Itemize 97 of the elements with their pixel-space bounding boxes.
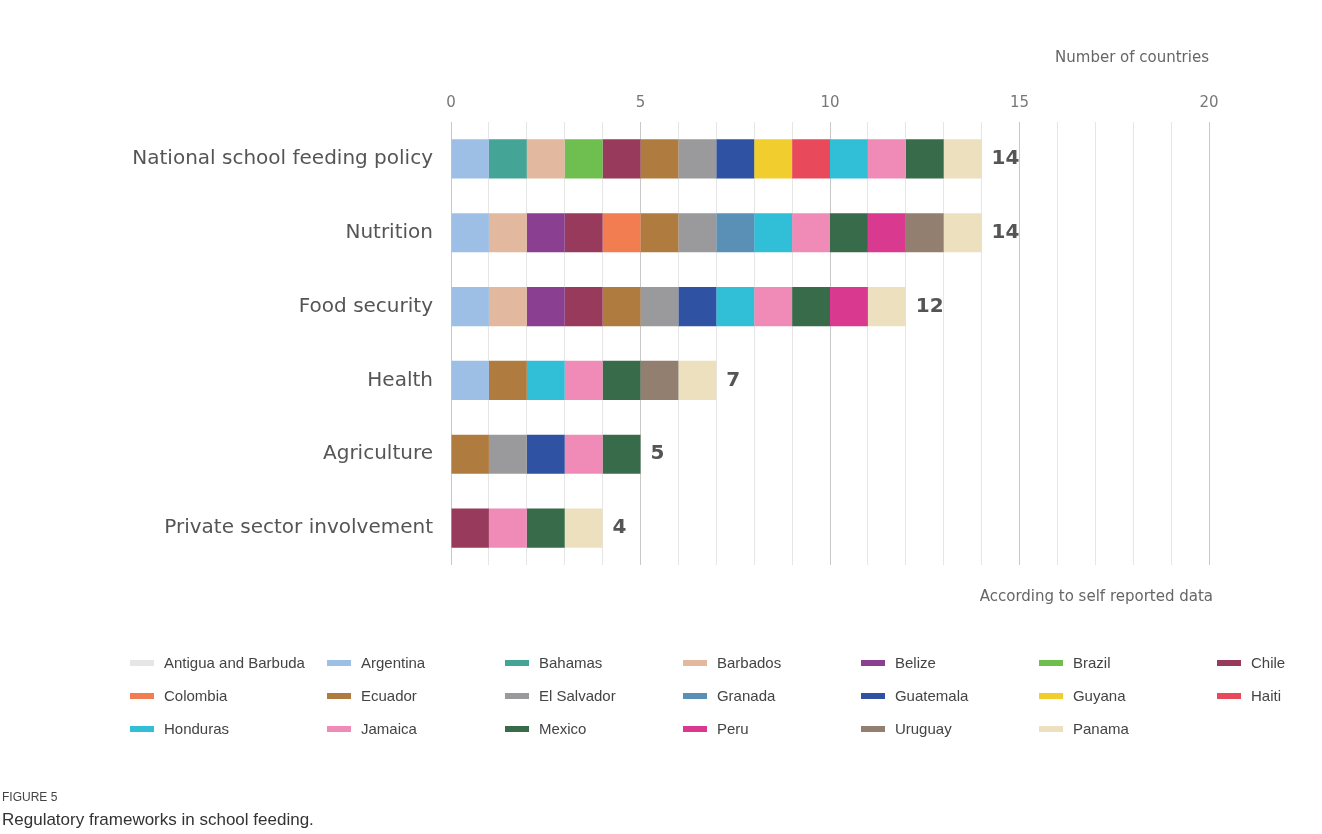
bar	[451, 139, 489, 179]
bar	[488, 287, 527, 327]
legend-label: Granada	[716, 687, 776, 704]
total-label: 4	[612, 514, 627, 539]
bar	[488, 508, 527, 548]
legend-label: Jamaica	[360, 720, 417, 737]
bar	[640, 213, 679, 253]
y-tick-label: Agriculture	[323, 440, 433, 465]
legend-label: Belize	[894, 654, 936, 671]
bar	[640, 139, 679, 179]
legend-label: Uruguay	[894, 720, 952, 737]
legend-label: Brazil	[1072, 654, 1111, 671]
bar	[602, 139, 641, 179]
bar	[943, 213, 982, 253]
bar	[867, 213, 906, 253]
bar	[526, 508, 565, 548]
bar	[564, 508, 603, 548]
legend-label: Colombia	[164, 687, 228, 704]
bar	[526, 287, 565, 327]
legend-label: Mexico	[538, 720, 587, 737]
bar	[526, 434, 565, 474]
bar	[678, 287, 717, 327]
text: According to self reported data	[979, 587, 1213, 605]
bar	[867, 287, 906, 327]
x-tick-label: 15	[1009, 92, 1030, 111]
y-tick-label: Private sector involvement	[164, 514, 434, 539]
bar	[640, 287, 679, 327]
bar	[678, 360, 717, 400]
legend-label: Honduras	[164, 720, 230, 737]
total-label: 14	[991, 145, 1020, 170]
bar	[451, 508, 489, 548]
bar	[867, 139, 906, 179]
bar	[451, 213, 489, 253]
y-tick-label: Food security	[298, 292, 434, 317]
bar	[792, 287, 830, 327]
y-tick-label: Health	[367, 366, 433, 391]
legend-label: Haiti	[1250, 687, 1281, 704]
bar	[905, 139, 944, 179]
legend-label: Barbados	[716, 654, 782, 671]
bar	[451, 434, 489, 474]
bar	[716, 139, 755, 179]
bar	[488, 213, 527, 253]
bar	[905, 213, 944, 253]
legend-label: El Salvador	[538, 687, 616, 704]
bar	[830, 287, 868, 327]
x-tick-label: 20	[1199, 92, 1219, 111]
text: Regulatory frameworks in school feeding.	[2, 810, 314, 830]
legend-label: Ecuador	[360, 687, 417, 704]
bar	[564, 434, 603, 474]
bar	[602, 434, 641, 474]
total-label: 7	[726, 366, 741, 391]
total-label: 5	[650, 440, 665, 465]
bar	[792, 139, 830, 179]
bar	[830, 213, 868, 253]
legend-label: Panama	[1072, 720, 1129, 737]
x-tick-label: 10	[820, 92, 840, 111]
bar	[830, 139, 868, 179]
bar	[488, 139, 527, 179]
legend-label: Chile	[1250, 654, 1286, 671]
total-label: 12	[915, 292, 944, 317]
bar	[754, 139, 793, 179]
x-tick-label: 5	[635, 92, 646, 111]
bar	[640, 360, 679, 400]
bar	[754, 213, 793, 253]
bar	[602, 287, 641, 327]
bar	[943, 139, 982, 179]
y-tick-label: National school feeding policy	[132, 145, 434, 170]
legend-label: Guyana	[1072, 687, 1126, 704]
y-tick-label: Nutrition	[345, 218, 433, 243]
bar	[792, 213, 830, 253]
bar	[451, 287, 489, 327]
bar	[564, 287, 603, 327]
bar	[564, 360, 603, 400]
bar	[716, 287, 755, 327]
bar	[526, 139, 565, 179]
total-label: 14	[991, 218, 1020, 243]
bar	[451, 360, 489, 400]
bar	[754, 287, 793, 327]
x-axis-title: Number of countries	[1055, 48, 1210, 66]
bar	[526, 213, 565, 253]
x-tick-label: 0	[446, 92, 456, 111]
bar	[678, 213, 717, 253]
bar	[526, 360, 565, 400]
bar	[564, 139, 603, 179]
legend-label: Antigua and Barbuda	[164, 654, 305, 671]
legend-label: Peru	[716, 720, 749, 737]
legend-label: Argentina	[360, 654, 426, 671]
bar	[564, 213, 603, 253]
legend-label: Guatemala	[894, 687, 969, 704]
bar	[678, 139, 717, 179]
bar	[716, 213, 755, 253]
bar	[602, 213, 641, 253]
text: FIGURE 5	[2, 790, 58, 804]
legend-label: Bahamas	[538, 654, 603, 671]
bar	[488, 434, 527, 474]
bar	[602, 360, 641, 400]
bar	[488, 360, 527, 400]
